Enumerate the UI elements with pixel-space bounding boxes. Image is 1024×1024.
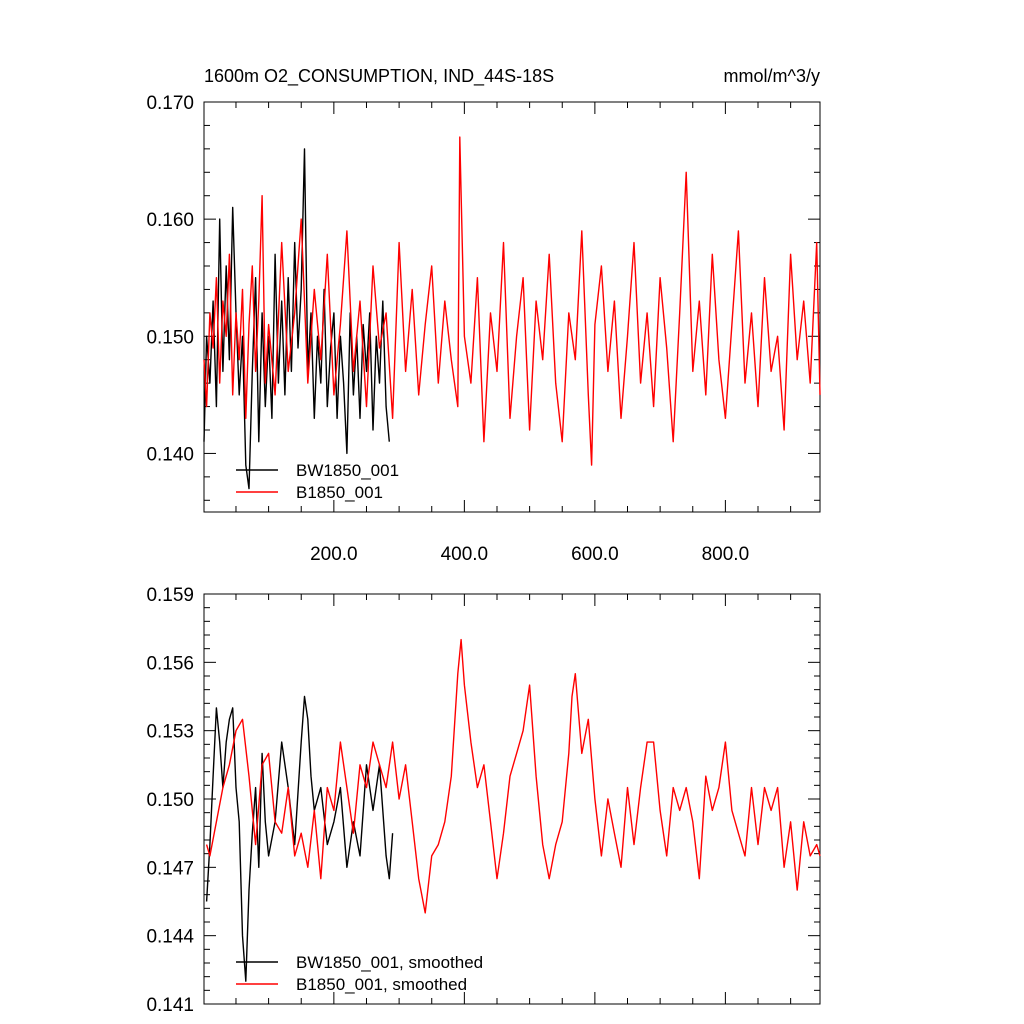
y-tick-label: 0.153 bbox=[146, 722, 194, 743]
x-tick-label: 400.0 bbox=[441, 544, 489, 565]
legend-label: B1850_001 bbox=[296, 483, 383, 502]
y-tick-label: 0.140 bbox=[146, 444, 194, 465]
x-tick-label: 200.0 bbox=[310, 544, 358, 565]
x-tick-label: 800.0 bbox=[702, 544, 750, 565]
y-tick-label: 0.144 bbox=[146, 927, 194, 948]
y-tick-label: 0.141 bbox=[146, 995, 194, 1016]
y-tick-label: 0.159 bbox=[146, 585, 194, 606]
top-panel: 1600m O2_CONSUMPTION, IND_44S-18S mmol/m… bbox=[146, 66, 821, 565]
y-tick-label: 0.170 bbox=[146, 93, 194, 114]
plot-frame bbox=[203, 593, 821, 1005]
y-tick-label: 0.160 bbox=[146, 210, 194, 231]
legend-label: BW1850_001 bbox=[296, 461, 399, 480]
bottom-panel: 0.141 0.144 0.147 0.150 0.153 0.156 0.159 BW185… bbox=[146, 585, 821, 1016]
legend-label: B1850_001, smoothed bbox=[296, 975, 467, 994]
y-tick-label: 0.156 bbox=[146, 653, 194, 674]
chart-title: 1600m O2_CONSUMPTION, IND_44S-18S bbox=[204, 66, 554, 87]
units-label: mmol/m^3/y bbox=[724, 66, 820, 86]
x-tick-label: 600.0 bbox=[571, 544, 619, 565]
series-line-b1850-001 bbox=[203, 136, 821, 466]
series-line-b1850-001-smoothed bbox=[205, 638, 821, 914]
legend-label: BW1850_001, smoothed bbox=[296, 953, 483, 972]
y-tick-label: 0.150 bbox=[146, 327, 194, 348]
plot-frame bbox=[203, 101, 821, 513]
y-tick-label: 0.150 bbox=[146, 790, 194, 811]
y-tick-label: 0.147 bbox=[146, 858, 194, 879]
